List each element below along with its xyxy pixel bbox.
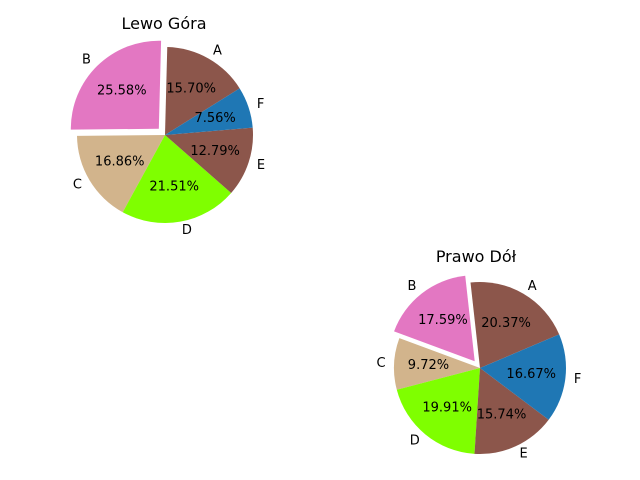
slice-label-bottom-right-f: F xyxy=(574,372,581,387)
percent-label-bottom-right-e: 15.74% xyxy=(477,407,527,422)
percent-label-top-left-a: 15.70% xyxy=(166,82,216,97)
slice-label-bottom-right-c: C xyxy=(376,356,385,371)
slice-label-top-left-d: D xyxy=(182,223,192,238)
pie-slice-top-left-a xyxy=(165,47,240,135)
slice-label-bottom-right-d: D xyxy=(410,433,420,448)
pie-slice-top-left-f xyxy=(165,88,253,135)
pie-slice-bottom-right-c xyxy=(394,338,480,390)
pie-slice-bottom-right-f xyxy=(480,334,566,420)
pie-slice-bottom-right-d xyxy=(396,368,480,454)
percent-label-bottom-right-f: 16.67% xyxy=(506,367,556,382)
pie-title-top-left: Lewo Góra xyxy=(121,14,206,33)
pie-chart-bottom-right: Prawo Dół A 20.37% B 17.59% C 9.72% D 19.91% E 15… xyxy=(376,247,581,461)
pie-title-bottom-right: Prawo Dół xyxy=(436,247,517,266)
pie-slice-bottom-right-b xyxy=(394,275,475,362)
pie-slice-top-left-b xyxy=(70,40,162,130)
pie-slice-bottom-right-e xyxy=(474,368,549,454)
slice-label-top-left-f: F xyxy=(257,97,264,112)
pie-slice-top-left-d xyxy=(122,135,232,223)
pie-slice-top-left-c xyxy=(77,135,165,213)
percent-label-bottom-right-b: 17.59% xyxy=(418,313,468,328)
percent-label-bottom-right-a: 20.37% xyxy=(481,316,531,331)
percent-label-top-left-f: 7.56% xyxy=(194,111,235,126)
slice-label-top-left-c: C xyxy=(73,177,82,192)
slice-label-top-left-e: E xyxy=(257,158,265,173)
percent-label-top-left-d: 21.51% xyxy=(149,179,199,194)
slice-label-bottom-right-e: E xyxy=(519,446,527,461)
pie-slice-bottom-right-a xyxy=(470,282,560,368)
pie-chart-top-left: Lewo Góra A 15.70% B 25.58% C 16.86% D 21.51% E 1… xyxy=(70,14,265,238)
pie-slice-top-left-e xyxy=(165,127,253,194)
slice-label-top-left-a: A xyxy=(213,43,222,58)
percent-label-top-left-e: 12.79% xyxy=(190,144,240,159)
percent-label-top-left-b: 25.58% xyxy=(97,84,147,99)
slice-label-top-left-b: B xyxy=(82,52,91,67)
percent-label-bottom-right-d: 19.91% xyxy=(422,400,472,415)
slice-label-bottom-right-b: B xyxy=(408,279,417,294)
slice-label-bottom-right-a: A xyxy=(528,279,537,294)
percent-label-bottom-right-c: 9.72% xyxy=(408,358,449,373)
percent-label-top-left-c: 16.86% xyxy=(95,155,145,170)
